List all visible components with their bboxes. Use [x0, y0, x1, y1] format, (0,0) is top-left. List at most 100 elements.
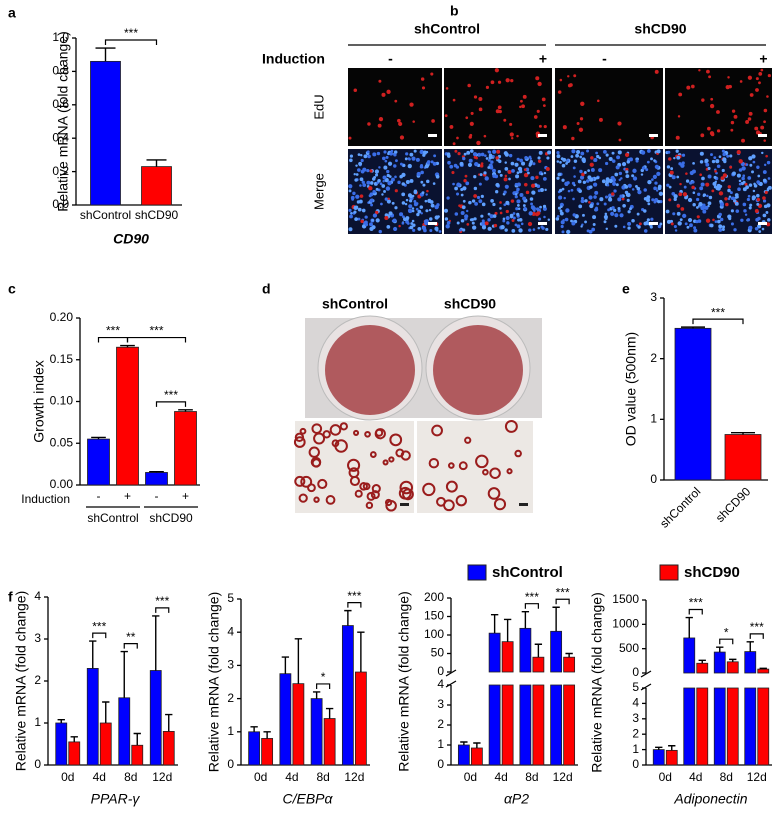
cell-dot: [411, 207, 415, 210]
cell-dot: [370, 203, 373, 207]
error-bar: [281, 656, 290, 674]
cell-dot: [500, 224, 505, 230]
lipid-drop: [307, 483, 316, 493]
significance-label: ***: [525, 590, 539, 604]
cell-dot: [357, 168, 361, 172]
error-bar: [716, 646, 724, 653]
cell-dot: [707, 201, 712, 206]
cell-dot: [580, 199, 585, 204]
cell-dot: [483, 171, 487, 175]
lipid-drop: [369, 451, 377, 458]
y-tick-label: 3: [227, 658, 234, 672]
cell-dot: [444, 114, 448, 118]
lipid-drop: [334, 439, 348, 453]
lipid-drop: [347, 458, 361, 472]
cell-dot: [685, 172, 688, 175]
cell-dot: [605, 227, 608, 231]
cell-dot: [595, 206, 598, 210]
y-tick-label: 0: [650, 472, 657, 486]
y-tick-label: 1000: [612, 617, 639, 631]
cell-dot: [589, 162, 594, 167]
cell-dot: [415, 202, 419, 206]
cell-dot: [391, 201, 395, 205]
cell-dot: [381, 184, 386, 188]
cell-dot: [707, 174, 712, 179]
cell-dot: [537, 81, 542, 87]
cell-dot: [464, 174, 468, 178]
y-axis-label: Relative mRNA (fold change): [589, 592, 605, 773]
cell-dot: [737, 187, 741, 192]
cell-dot: [543, 124, 547, 129]
cell-dot: [556, 160, 560, 163]
cell-dot: [731, 196, 736, 200]
bar: [724, 434, 762, 481]
induction-sign: +: [539, 51, 547, 67]
cell-dot: [488, 153, 493, 158]
cell-dot: [374, 169, 379, 174]
cell-dot: [658, 184, 662, 189]
cell-dot: [378, 79, 382, 83]
cell-dot: [729, 154, 733, 158]
cell-dot: [483, 134, 487, 138]
cell-dot: [719, 199, 723, 204]
cell-dot: [518, 169, 523, 174]
cell-dot: [749, 163, 753, 167]
cell-dot: [473, 186, 478, 191]
bar: [519, 627, 532, 673]
cell-dot: [655, 189, 659, 192]
y-tick-label: 5: [632, 680, 639, 694]
cell-dot: [536, 109, 540, 113]
cell-dot: [481, 219, 485, 223]
cell-dot: [733, 228, 737, 232]
significance-label: **: [126, 630, 136, 644]
y-tick-label: 2: [650, 351, 657, 365]
cell-dot: [727, 197, 731, 201]
cell-dot: [592, 215, 597, 220]
lipid-drop: [445, 480, 458, 493]
bar: [131, 744, 144, 766]
cell-dot: [696, 206, 699, 209]
cell-dot: [582, 180, 587, 184]
x-tick-label: -: [97, 489, 101, 503]
cell-dot: [350, 212, 353, 215]
cell-dot: [394, 189, 398, 193]
micrograph: [348, 68, 442, 146]
cell-dot: [349, 158, 353, 163]
panel-label: b: [450, 3, 459, 19]
cell-dot: [522, 204, 526, 207]
cell-dot: [386, 225, 391, 229]
cell-dot: [675, 135, 680, 140]
cell-dot: [489, 165, 494, 170]
error-bar: [57, 718, 65, 723]
cell-dot: [621, 162, 627, 167]
bar: [310, 698, 323, 766]
cell-dot: [473, 175, 477, 179]
cell-dot: [676, 211, 681, 216]
y-tick-label: 0: [437, 664, 444, 678]
error-bar: [460, 741, 468, 745]
cell-dot: [381, 193, 384, 196]
cell-dot: [426, 189, 429, 193]
cell-dot: [369, 222, 373, 227]
cell-dot: [528, 164, 532, 167]
cell-dot: [619, 194, 623, 198]
x-tick-label: -: [155, 489, 159, 503]
cell-dot: [542, 204, 547, 209]
cell-dot: [748, 156, 753, 161]
cell-dot: [730, 120, 735, 125]
axis-break: [445, 669, 457, 688]
bar-base: [501, 684, 514, 766]
scale-bar: [428, 222, 437, 225]
cell-dot: [378, 229, 383, 234]
bar: [532, 656, 545, 673]
lipid-drop: [322, 430, 331, 439]
cell-dot: [604, 212, 608, 216]
cell-dot: [383, 150, 387, 154]
lipid-drop: [395, 448, 405, 458]
lipid-drop: [489, 467, 501, 479]
cell-dot: [470, 149, 474, 153]
error-bar: [312, 691, 321, 699]
cell-dot: [716, 110, 720, 114]
error-bar: [152, 615, 160, 671]
x-tick-label: 12d: [553, 770, 573, 784]
